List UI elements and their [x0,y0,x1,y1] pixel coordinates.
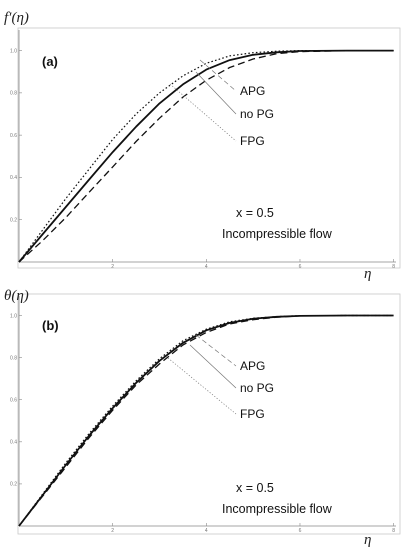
legend-leader-fpg [169,83,237,142]
series-line-apg [18,314,394,527]
y-tick-label: 0.8 [10,91,17,97]
x-tick-label: 8 [392,264,395,270]
y-tick-label: 0.4 [10,440,17,446]
chart-panel-b: 2 4 6 8 0.2 0.4 0.6 0.8 1.0 θ(η) η (b) APG no PG FPG x … [4,288,401,548]
y-axis-label: f′(η) [4,10,29,26]
y-tick-label: 0.6 [10,398,17,404]
y-tick-label: 1.0 [10,48,17,54]
annotation-flow-type: Incompressible flow [222,502,333,516]
y-tick-label: 0.4 [10,175,17,181]
legend-label-apg: APG [240,84,265,98]
y-tick-label: 0.2 [10,218,17,224]
y-axis-label: θ(η) [4,288,29,304]
x-tick-label: 2 [111,264,114,270]
chart-panel-a: 2 4 6 8 0.2 0.4 0.6 0.8 1.0 f′(η) η (a) APG no PG FPG x… [4,10,401,282]
legend-label-fpg: FPG [240,407,265,421]
x-tick-label: 4 [205,528,208,534]
x-tick-label: 4 [205,264,208,270]
series-line-no-pg [18,49,394,263]
legend-label-no-pg: no PG [240,107,274,121]
legend-leader-apg [195,334,237,367]
x-axis-label: η [364,532,371,548]
panel-tag: (b) [42,318,59,333]
y-tick-label: 0.6 [10,133,17,139]
x-tick-label: 8 [392,528,395,534]
x-tick-label: 6 [299,528,302,534]
x-axis-label: η [364,266,371,282]
annotation-x-value: x = 0.5 [236,206,274,220]
legend-label-apg: APG [240,359,265,373]
plot-frame [17,293,401,535]
annotation-flow-type: Incompressible flow [222,227,333,241]
legend-leader-no-pg [189,344,237,389]
x-tick-label: 2 [111,528,114,534]
x-tick-label: 6 [299,264,302,270]
y-tick-label: 0.2 [10,482,17,488]
series-line-fpg [18,49,394,263]
legend-label-fpg: FPG [240,134,265,148]
legend-leader-no-pg [195,71,237,115]
series-line-fpg [18,314,394,527]
y-tick-label: 0.8 [10,355,17,361]
legend-label-no-pg: no PG [240,381,274,395]
plot-frame [17,27,401,269]
panel-tag: (a) [42,54,58,69]
annotation-x-value: x = 0.5 [236,481,274,495]
y-tick-label: 1.0 [10,313,17,319]
